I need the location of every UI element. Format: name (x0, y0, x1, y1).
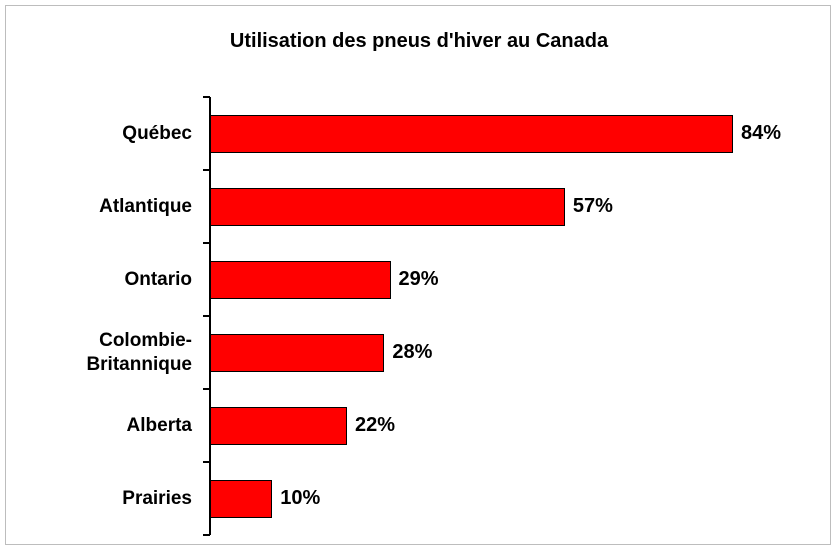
category-tick (203, 242, 210, 244)
category-tick (203, 96, 210, 98)
category-label: Alberta (126, 414, 192, 436)
value-label: 29% (398, 268, 439, 290)
chart-title: Utilisation des pneus d'hiver au Canada (229, 30, 609, 52)
value-label: 22% (354, 414, 395, 436)
category-tick (203, 169, 210, 171)
category-label: Ontario (124, 268, 192, 290)
bar (210, 406, 347, 445)
bar (210, 114, 733, 153)
value-axis-line (209, 97, 211, 535)
category-label: Atlantique (99, 195, 192, 217)
category-tick (203, 534, 210, 536)
category-label: Prairies (122, 487, 192, 509)
bar (210, 187, 565, 226)
value-label: 28% (392, 341, 433, 363)
chart-frame (5, 5, 831, 545)
bar (210, 260, 391, 299)
bar (210, 479, 273, 518)
category-tick (203, 315, 210, 317)
value-label: 10% (280, 487, 321, 509)
category-label: Québec (122, 122, 192, 144)
value-label: 57% (572, 195, 613, 217)
category-label: Colombie-Britannique (86, 329, 192, 375)
bar (210, 333, 385, 372)
value-label: 84% (741, 122, 782, 144)
category-tick (203, 388, 210, 390)
category-tick (203, 461, 210, 463)
